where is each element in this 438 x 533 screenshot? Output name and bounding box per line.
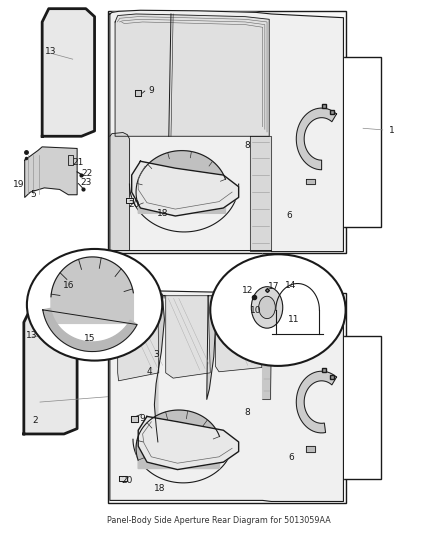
Text: 8: 8 [244, 408, 250, 417]
Text: 8: 8 [244, 141, 250, 150]
Polygon shape [110, 10, 343, 252]
Text: 9: 9 [148, 85, 154, 94]
Text: 18: 18 [154, 484, 166, 493]
Text: 21: 21 [73, 158, 84, 167]
Text: 13: 13 [45, 47, 57, 55]
Polygon shape [215, 297, 262, 372]
Polygon shape [138, 416, 239, 470]
Polygon shape [43, 309, 137, 352]
Polygon shape [24, 309, 77, 434]
Text: 2: 2 [32, 416, 38, 425]
Polygon shape [110, 133, 130, 251]
Polygon shape [51, 257, 133, 324]
Text: 13: 13 [26, 331, 38, 340]
Text: 3: 3 [153, 350, 159, 359]
Text: 22: 22 [81, 169, 93, 178]
Text: 1: 1 [389, 126, 394, 135]
Text: 6: 6 [286, 212, 292, 221]
Polygon shape [306, 179, 315, 184]
Polygon shape [136, 151, 226, 213]
Ellipse shape [251, 287, 283, 328]
Polygon shape [42, 9, 95, 136]
Polygon shape [115, 14, 269, 136]
Text: 16: 16 [63, 280, 74, 289]
Polygon shape [296, 372, 336, 433]
Polygon shape [306, 446, 315, 451]
Polygon shape [207, 296, 215, 399]
Text: 19: 19 [13, 180, 25, 189]
Polygon shape [118, 294, 159, 381]
Polygon shape [110, 290, 343, 502]
Polygon shape [127, 198, 133, 203]
Polygon shape [135, 90, 141, 96]
Polygon shape [166, 296, 210, 378]
Polygon shape [136, 410, 219, 469]
Text: 18: 18 [156, 209, 168, 218]
Text: Panel-Body Side Aperture Rear Diagram for 5013059AA: Panel-Body Side Aperture Rear Diagram fo… [107, 516, 331, 525]
Polygon shape [131, 416, 138, 422]
Text: 17: 17 [268, 282, 279, 291]
Ellipse shape [27, 249, 162, 361]
Text: 9: 9 [140, 414, 145, 423]
Bar [287, 56, 381, 227]
Bar [287, 336, 381, 479]
Polygon shape [25, 147, 77, 197]
Text: 4: 4 [146, 367, 152, 376]
Polygon shape [263, 298, 272, 399]
Polygon shape [132, 161, 239, 216]
Text: 20: 20 [122, 476, 133, 484]
Text: 10: 10 [251, 305, 262, 314]
Polygon shape [120, 477, 127, 481]
Ellipse shape [259, 296, 276, 319]
Text: 5: 5 [31, 190, 36, 199]
Text: 15: 15 [85, 334, 96, 343]
Polygon shape [250, 136, 272, 251]
Polygon shape [296, 108, 336, 169]
Text: 20: 20 [128, 200, 140, 209]
Text: 23: 23 [80, 178, 92, 187]
Bar [108, 11, 346, 253]
Polygon shape [154, 294, 164, 442]
Text: 12: 12 [242, 286, 253, 295]
Ellipse shape [210, 254, 346, 366]
Text: 14: 14 [285, 280, 297, 289]
Bar [68, 155, 73, 165]
Text: 6: 6 [288, 454, 294, 463]
Bar [108, 293, 346, 503]
Text: 11: 11 [288, 315, 300, 324]
